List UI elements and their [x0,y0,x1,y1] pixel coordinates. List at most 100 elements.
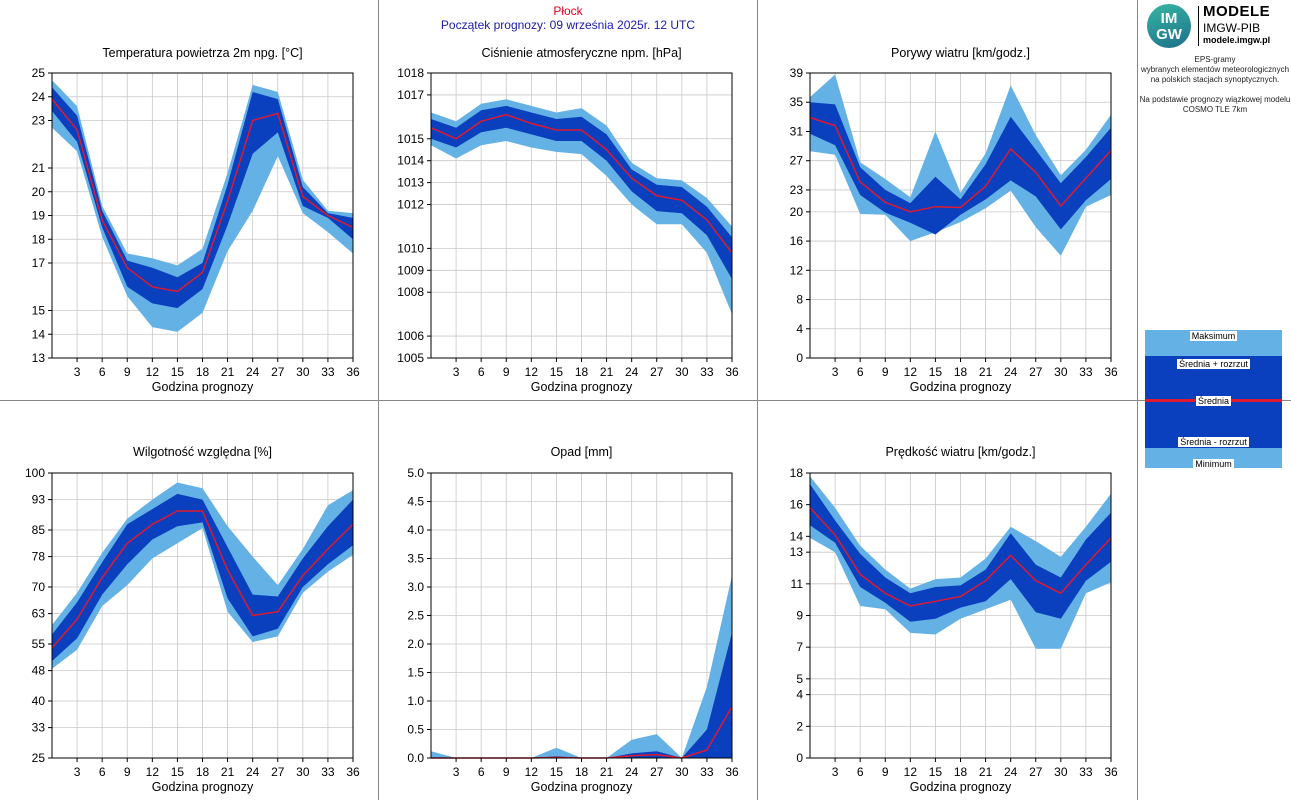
y-tick-label: 2 [796,719,803,733]
y-tick-label: 1006 [397,329,424,343]
band-legend: Maksimum Średnia + rozrzut Średnia Średn… [1145,330,1282,469]
x-tick-label: 33 [1079,365,1093,379]
logo-emblem-line2: GW [1156,26,1182,43]
y-tick-label: 1012 [397,198,424,212]
y-tick-label: 3.0 [407,580,424,594]
x-tick-label: 15 [550,365,564,379]
imgw-logo[interactable]: IM GW MODELE IMGW-PIB modele.imgw.pl [1145,2,1289,48]
y-tick-label: 5 [796,672,803,686]
x-tick-label: 21 [600,365,614,379]
x-tick-label: 9 [124,365,131,379]
x-tick-label: 6 [99,765,106,779]
y-tick-label: 1.5 [407,666,424,680]
mean-line [51,510,354,649]
chart-title: Porywy wiatru [km/godz.] [891,46,1030,60]
x-axis-label: Godzina prognozy [152,380,254,394]
x-tick-label: 24 [1004,365,1018,379]
x-tick-label: 27 [1029,765,1043,779]
legend-label-max: Maksimum [1189,331,1238,341]
mean-line [430,113,733,254]
legend-label-min: Minimum [1193,459,1234,469]
mean-line [809,507,1112,607]
x-tick-label: 15 [171,365,185,379]
x-axis-label: Godzina prognozy [152,780,254,794]
y-tick-label: 25 [32,751,46,765]
chart-panel-3: 3 6 9 12 15 18 21 24 27 30 33 360481216202327313539… [790,46,1118,394]
y-tick-label: 16 [790,234,804,248]
x-tick-label: 24 [625,365,639,379]
y-tick-label: 40 [32,694,46,708]
x-tick-label: 27 [271,365,285,379]
y-tick-label: 27 [790,154,804,168]
x-tick-label: 24 [246,765,260,779]
x-tick-label: 36 [1104,765,1118,779]
y-tick-label: 23 [790,183,804,197]
y-tick-label: 18 [32,232,46,246]
x-tick-label: 36 [346,365,360,379]
x-tick-label: 12 [146,765,160,779]
logo-emblem-line1: IM [1160,10,1178,27]
x-tick-label: 27 [271,765,285,779]
y-tick-label: 0 [796,351,803,365]
band-mean-spread [431,105,732,280]
y-tick-label: 15 [32,304,46,318]
y-tick-label: 13 [32,351,46,365]
y-tick-label: 1018 [397,66,424,80]
y-tick-label: 16 [790,498,804,512]
x-tick-label: 3 [74,765,81,779]
band-mean-spread [52,493,353,662]
x-tick-label: 21 [979,365,993,379]
y-tick-label: 24 [32,90,46,104]
x-tick-label: 6 [857,365,864,379]
x-tick-label: 24 [625,765,639,779]
legend-label-mean-minus: Średnia - rozrzut [1178,437,1249,447]
chart-panel-1: 3 6 9 12 15 18 21 24 27 30 33 361314151718192021232… [32,46,360,394]
x-tick-label: 9 [882,365,889,379]
x-tick-label: 15 [929,365,943,379]
y-tick-label: 39 [790,66,804,80]
x-tick-label: 21 [979,765,993,779]
y-tick-label: 55 [32,637,46,651]
y-tick-label: 78 [32,550,46,564]
y-tick-label: 14 [32,327,46,341]
x-tick-label: 33 [1079,765,1093,779]
x-tick-label: 12 [525,765,539,779]
y-tick-label: 14 [790,529,804,543]
logo-url[interactable]: modele.imgw.pl [1203,35,1271,45]
y-tick-label: 31 [790,124,804,138]
x-tick-label: 12 [904,765,918,779]
x-tick-label: 30 [675,365,689,379]
chart-panel-5: 3 6 9 12 15 18 21 24 27 30 33 360.00.51.01.52.02.53… [407,445,739,794]
x-tick-label: 18 [575,765,589,779]
x-tick-label: 21 [600,765,614,779]
description-line: Na podstawie prognozy wiązkowej modelu [1139,95,1291,104]
x-axis-label: Godzina prognozy [910,380,1012,394]
x-tick-label: 30 [1054,765,1068,779]
legend-label-mean-plus: Średnia + rozrzut [1177,359,1250,369]
y-tick-label: 0.0 [407,751,424,765]
x-tick-label: 24 [246,365,260,379]
x-tick-label: 3 [832,365,839,379]
y-tick-label: 1015 [397,132,424,146]
y-tick-label: 21 [32,161,46,175]
x-tick-label: 18 [196,365,210,379]
logo-divider [1198,6,1199,46]
imgw-logo-emblem: IM GW [1147,4,1191,48]
x-tick-label: 6 [478,365,485,379]
y-tick-label: 1009 [397,263,424,277]
x-tick-label: 27 [650,765,664,779]
y-tick-label: 20 [32,185,46,199]
x-tick-label: 9 [503,365,510,379]
y-tick-label: 8 [796,293,803,307]
x-tick-label: 18 [575,365,589,379]
x-tick-label: 27 [650,365,664,379]
x-axis-label: Godzina prognozy [531,380,633,394]
y-tick-label: 12 [790,263,804,277]
y-tick-label: 63 [32,607,46,621]
mean-line [51,98,354,293]
y-tick-label: 23 [32,114,46,128]
chart-title: Wilgotność względna [%] [133,445,272,459]
description-line: COSMO TLE 7km [1182,105,1248,114]
y-tick-label: 25 [32,66,46,80]
y-tick-label: 17 [32,256,46,270]
